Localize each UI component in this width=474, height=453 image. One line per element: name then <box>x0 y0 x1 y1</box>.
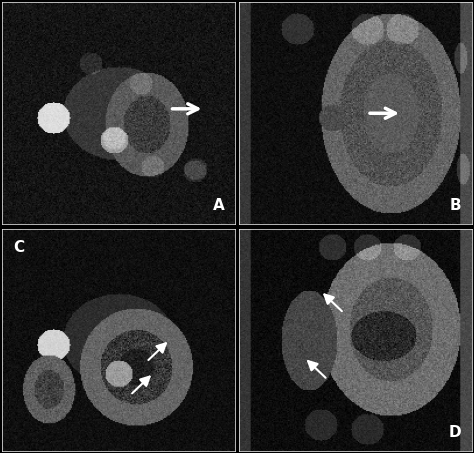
Text: D: D <box>449 424 462 439</box>
Text: C: C <box>13 240 24 255</box>
Text: B: B <box>449 198 461 213</box>
Text: A: A <box>212 198 224 213</box>
